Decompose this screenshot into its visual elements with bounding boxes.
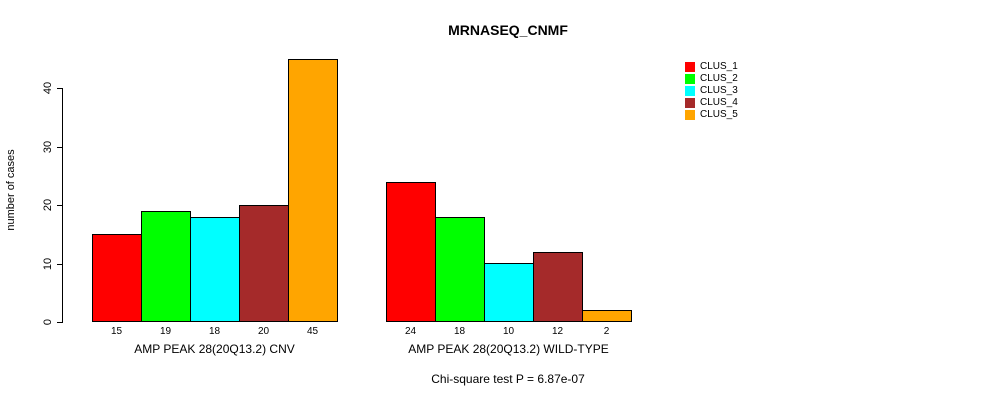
y-tick-mark — [57, 88, 63, 89]
y-axis-label: number of cases — [5, 149, 17, 231]
legend-swatch-icon — [685, 110, 695, 120]
bar-clus_4 — [239, 205, 289, 322]
chi-square-note: Chi-square test P = 6.87e-07 — [431, 372, 585, 386]
chart-title: MRNASEQ_CNMF — [448, 22, 568, 38]
bar-clus_2 — [141, 211, 191, 322]
y-tick-label: 30 — [42, 140, 54, 154]
legend-label: CLUS_3 — [700, 85, 738, 96]
bar-value-label: 45 — [306, 326, 319, 337]
y-tick-label: 10 — [42, 257, 54, 271]
legend-row: CLUS_1 — [685, 61, 738, 73]
bar-value-label: 19 — [159, 326, 172, 337]
legend-swatch-icon — [685, 86, 695, 96]
legend-row: CLUS_3 — [685, 85, 738, 97]
y-tick-label: 40 — [42, 81, 54, 95]
bar-clus_2 — [435, 217, 485, 322]
group-label: AMP PEAK 28(20Q13.2) WILD-TYPE — [408, 342, 609, 356]
legend-label: CLUS_1 — [700, 61, 738, 72]
legend-row: CLUS_5 — [685, 109, 738, 121]
legend-label: CLUS_4 — [700, 97, 738, 108]
y-tick-label: 20 — [42, 198, 54, 212]
y-tick-mark — [57, 322, 63, 323]
bar-clus_5 — [288, 59, 338, 322]
bar-value-label: 18 — [453, 326, 466, 337]
bar-value-label: 24 — [404, 326, 417, 337]
legend: CLUS_1 CLUS_2 CLUS_3 CLUS_4 CLUS_5 — [685, 61, 738, 121]
legend-swatch-icon — [685, 62, 695, 72]
bar-clus_3 — [190, 217, 240, 322]
bar-value-label: 10 — [502, 326, 515, 337]
y-tick-mark — [57, 205, 63, 206]
legend-swatch-icon — [685, 98, 695, 108]
legend-label: CLUS_5 — [700, 109, 738, 120]
group-label: AMP PEAK 28(20Q13.2) CNV — [134, 342, 295, 356]
bar-clus_3 — [484, 263, 534, 322]
bar-value-label: 18 — [208, 326, 221, 337]
bar-value-label: 12 — [551, 326, 564, 337]
legend-row: CLUS_2 — [685, 73, 738, 85]
bar-clus_1 — [92, 234, 142, 322]
y-tick-mark — [57, 264, 63, 265]
bar-value-label: 2 — [603, 326, 610, 337]
bar-value-label: 20 — [257, 326, 270, 337]
bar-clus_1 — [386, 182, 436, 322]
legend-swatch-icon — [685, 74, 695, 84]
legend-row: CLUS_4 — [685, 97, 738, 109]
y-tick-mark — [57, 147, 63, 148]
bar-clus_5 — [582, 310, 632, 322]
legend-label: CLUS_2 — [700, 73, 738, 84]
y-tick-label: 0 — [42, 318, 54, 326]
bar-clus_4 — [533, 252, 583, 322]
bar-value-label: 15 — [110, 326, 123, 337]
